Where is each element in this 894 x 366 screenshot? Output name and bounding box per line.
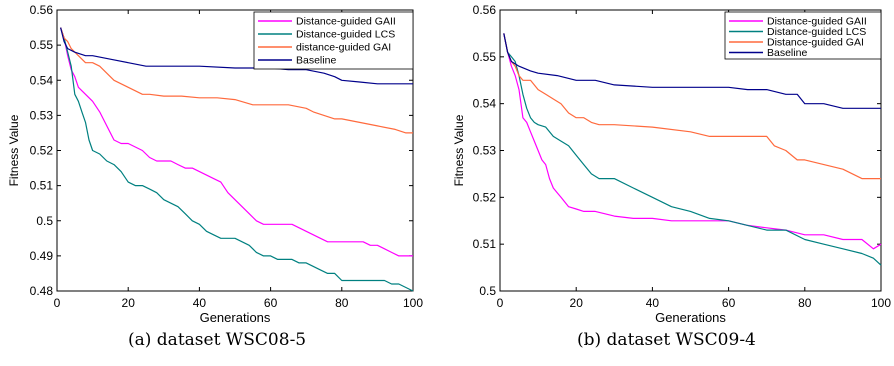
chart-a-caption: (a) dataset WSC08-5 [128, 330, 307, 350]
chart-b-xtick-label: 40 [646, 296, 660, 310]
chart-a-series-gaii-line [60, 27, 413, 257]
chart-b-ytick-label: 0.52 [473, 190, 497, 204]
chart-a-xtick-label: 20 [122, 296, 136, 310]
chart-a-ytick-label: 0.5 [36, 214, 53, 228]
chart-b-series-gai-line [503, 33, 881, 180]
chart-a-xtick-label: 0 [54, 296, 61, 310]
chart-a-xtick-label: 80 [335, 296, 349, 310]
chart-b-xtick-label: 80 [798, 296, 812, 310]
chart-b-xtick-label: 100 [871, 296, 891, 310]
chart-b-legend-label: Distance-guided GAII [767, 16, 867, 28]
chart-a-ylabel: Fitness Value [7, 114, 21, 186]
chart-b-plot-frame [499, 9, 882, 292]
chart-b-ytick-label: 0.51 [473, 237, 497, 251]
chart-b-ytick-label: 0.56 [473, 3, 497, 17]
chart-a-panel: 0 20 40 60 80 100 0.48 0.49 0.5 0.51 0.52 0.53 0.54 0… [0, 0, 447, 335]
chart-a-ytick-label: 0.52 [30, 144, 54, 158]
chart-a-series-lcs-line [60, 27, 414, 292]
chart-a-ytick-label: 0.49 [30, 249, 54, 263]
chart-b-caption: (b) dataset WSC09-4 [577, 330, 756, 350]
chart-b-xtick-label: 0 [497, 296, 504, 310]
chart-a-ytick-label: 0.53 [30, 108, 54, 122]
chart-b-ytick-label: 0.54 [473, 97, 497, 111]
chart-b-panel: 0 20 40 60 80 100 0.5 0.51 0.52 0.53 0.54 0.55 0.56 G… [447, 0, 894, 335]
chart-a-xtick-label: 40 [193, 296, 207, 310]
chart-b-ytick-label: 0.55 [473, 50, 497, 64]
chart-a-series-baseline-line [60, 27, 413, 85]
chart-a: 0 20 40 60 80 100 0.48 0.49 0.5 0.51 0.52 0.53 0.54 0… [7, 3, 423, 325]
chart-a-xlabel: Generations [200, 310, 271, 325]
chart-a-ytick-label: 0.55 [30, 38, 54, 52]
chart-b-ylabel: Fitness Value [452, 114, 466, 186]
chart-a-legend-label: distance-guided GAI [296, 42, 391, 54]
chart-a-legend-label: Distance-guided GAII [296, 16, 396, 28]
chart-b-xtick-label: 60 [722, 296, 736, 310]
chart-a-xtick-label: 100 [403, 296, 423, 310]
chart-b-ytick-label: 0.5 [479, 284, 496, 298]
chart-b: 0 20 40 60 80 100 0.5 0.51 0.52 0.53 0.54 0.55 0.56 G… [452, 3, 891, 325]
chart-b-legend-label: Baseline [767, 47, 807, 59]
chart-b-xtick-label: 20 [570, 296, 584, 310]
chart-b-legend-label: Distance-guided GAI [767, 37, 864, 49]
chart-a-legend-label: Distance-guided LCS [296, 29, 395, 41]
chart-a-ytick-label: 0.48 [30, 284, 54, 298]
chart-b-legend [724, 11, 882, 60]
chart-a-legend-label: Baseline [296, 55, 336, 67]
chart-b-legend-label: Distance-guided LCS [767, 26, 866, 38]
chart-a-ytick-label: 0.51 [30, 179, 54, 193]
chart-a-xtick-label: 60 [264, 296, 278, 310]
chart-b-series-baseline-line [503, 33, 881, 109]
chart-b-series-lcs-line [503, 33, 882, 266]
chart-a-series-gai-line [60, 27, 413, 134]
chart-b-ytick-label: 0.53 [473, 144, 497, 158]
chart-b-xlabel: Generations [655, 310, 726, 325]
chart-a-ytick-label: 0.54 [30, 73, 54, 87]
chart-a-ytick-label: 0.56 [30, 3, 54, 17]
